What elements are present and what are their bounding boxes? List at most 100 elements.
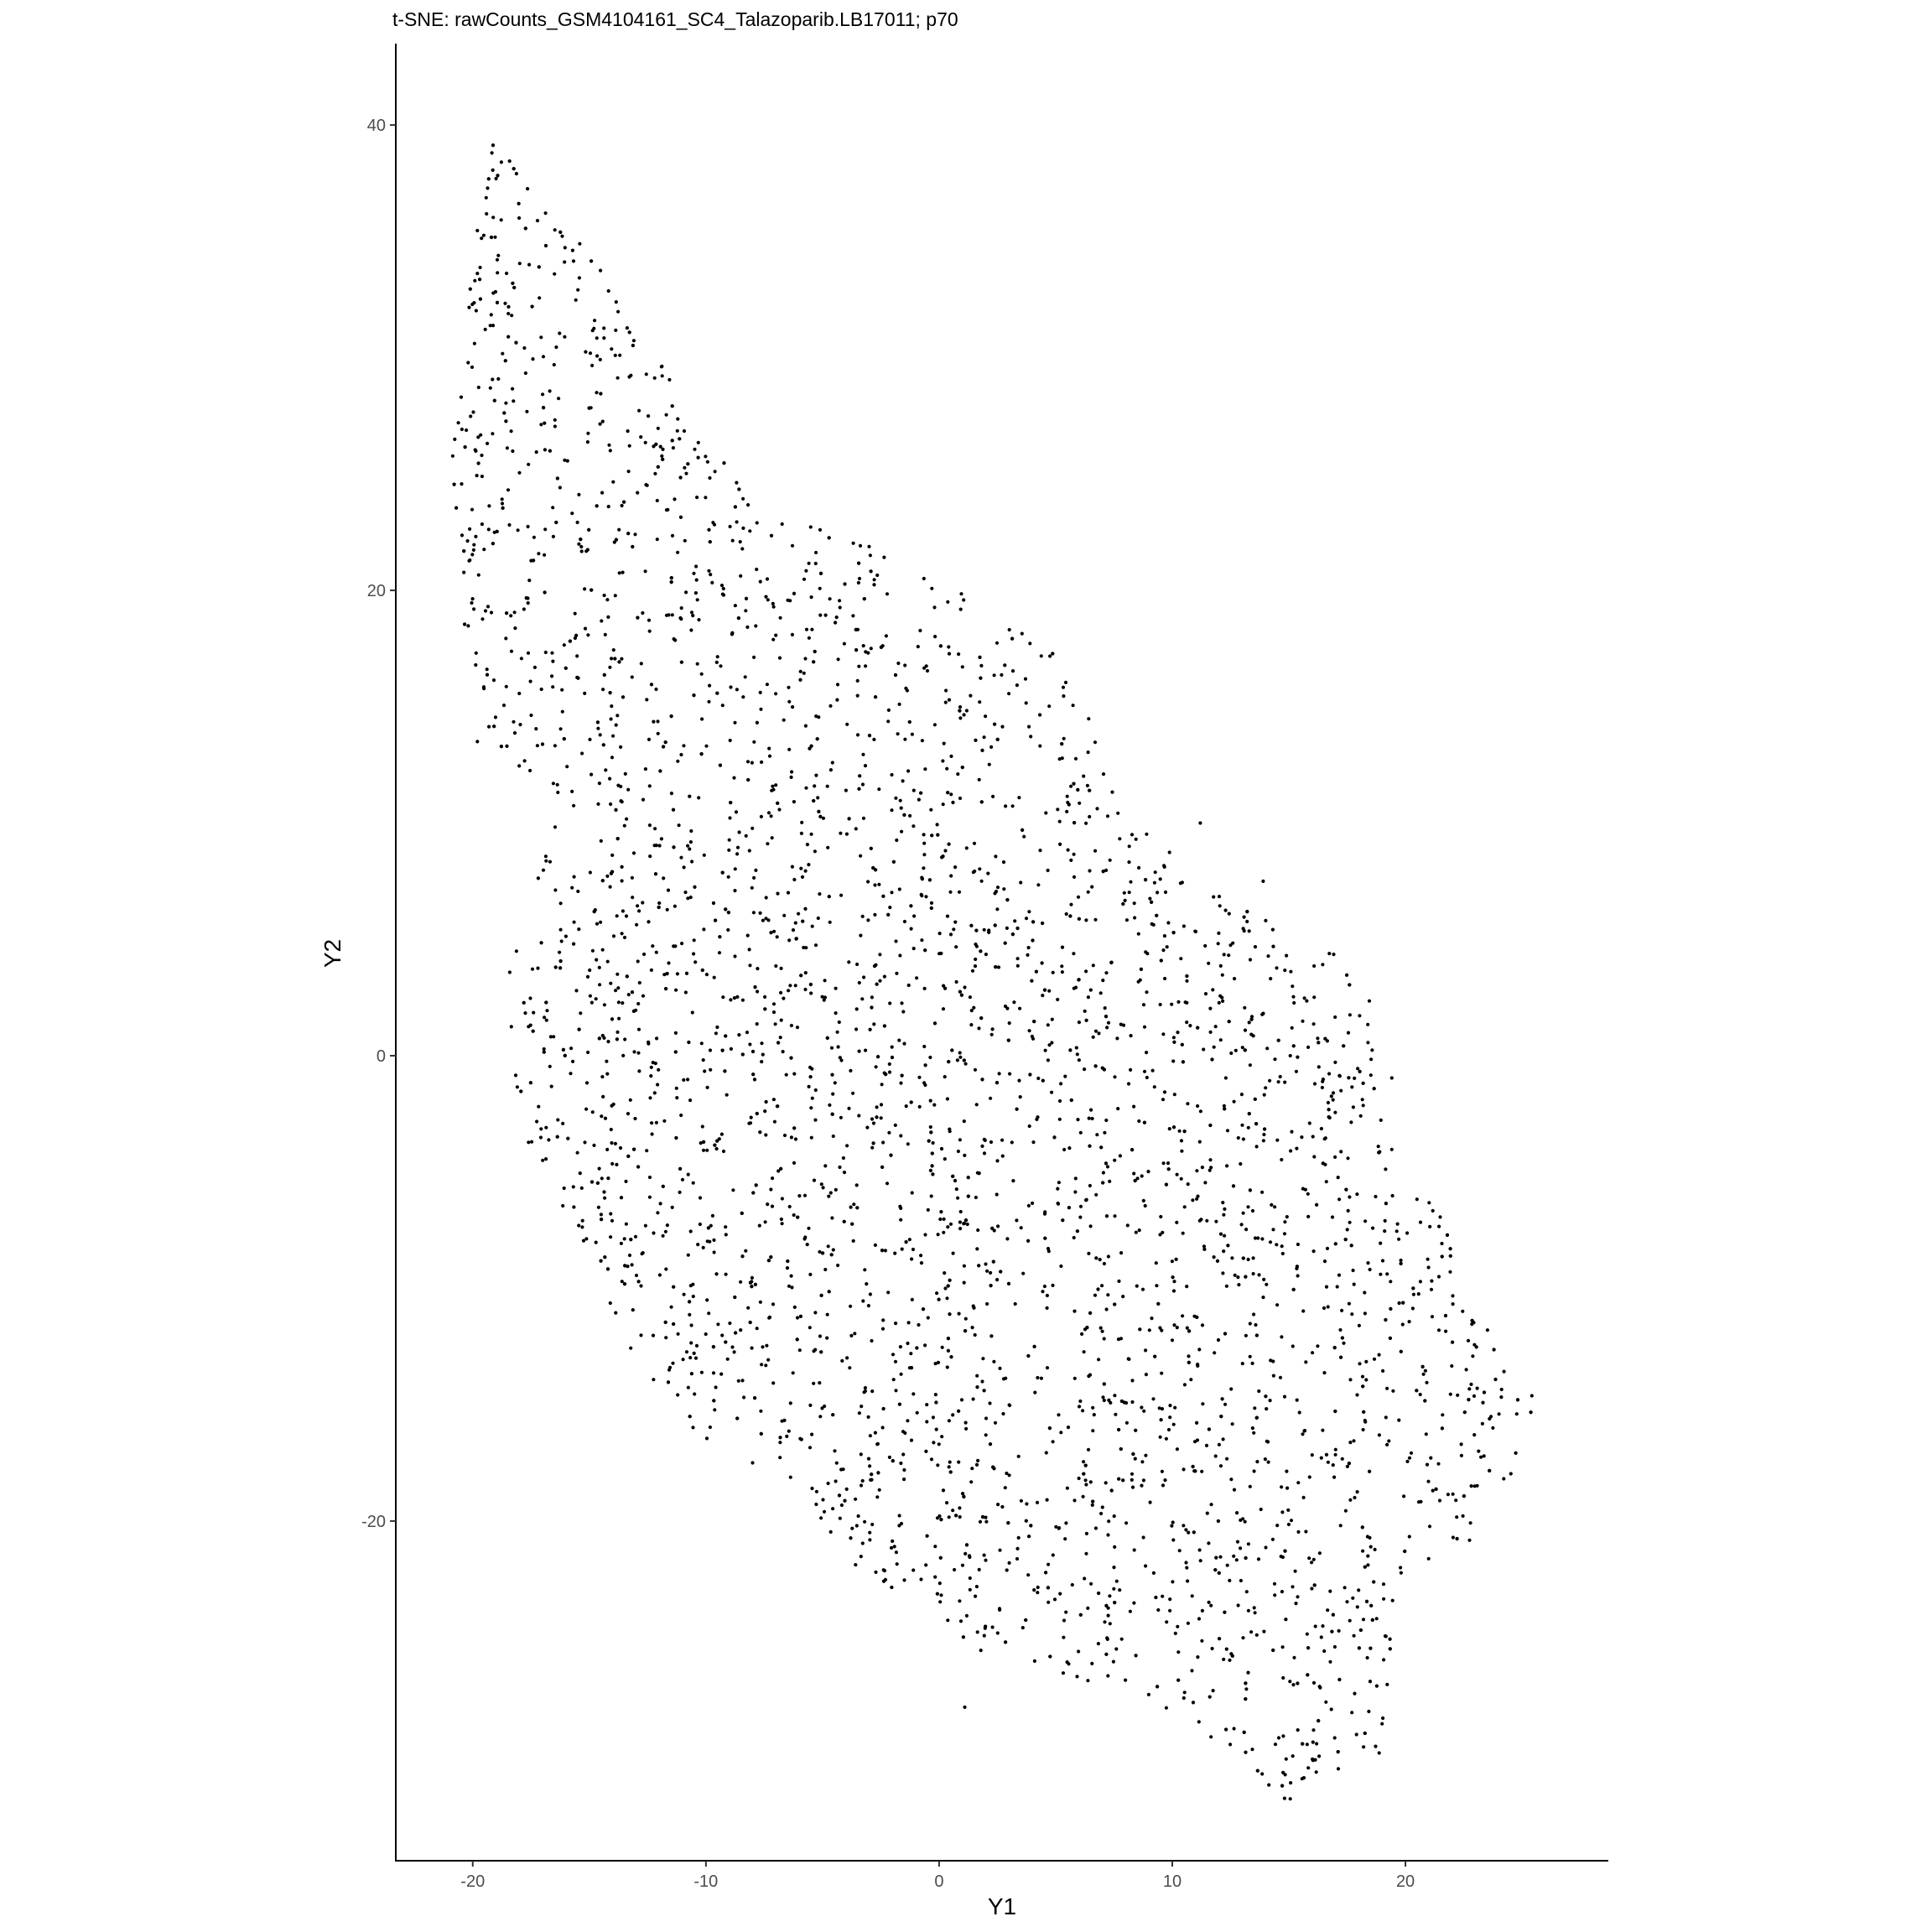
- scatter-point: [929, 1194, 933, 1198]
- scatter-point: [1142, 1025, 1147, 1029]
- scatter-point: [1108, 1179, 1112, 1183]
- scatter-point: [1326, 1100, 1330, 1105]
- scatter-point: [572, 875, 576, 879]
- scatter-point: [857, 1411, 861, 1415]
- scatter-point: [563, 458, 567, 462]
- scatter-point: [1078, 1613, 1083, 1617]
- scatter-point: [1529, 1410, 1533, 1415]
- scatter-point: [1164, 1182, 1168, 1187]
- scatter-point: [1163, 1478, 1167, 1483]
- scatter-point: [886, 912, 891, 917]
- scatter-point: [619, 745, 623, 750]
- scatter-point: [942, 741, 946, 745]
- scatter-point: [771, 601, 775, 606]
- scatter-point: [1244, 1333, 1248, 1337]
- scatter-point: [655, 1036, 659, 1041]
- scatter-point: [869, 1478, 873, 1482]
- scatter-point: [938, 1600, 943, 1604]
- scatter-point: [817, 809, 821, 814]
- scatter-point: [1327, 1072, 1332, 1076]
- scatter-point: [1330, 1215, 1335, 1219]
- scatter-point: [506, 488, 511, 492]
- scatter-point: [974, 1103, 979, 1107]
- scatter-point: [1075, 1675, 1079, 1679]
- scatter-point: [1472, 1433, 1477, 1437]
- scatter-point: [1000, 1138, 1005, 1142]
- scatter-point: [703, 1069, 707, 1073]
- scatter-point: [1162, 934, 1166, 938]
- scatter-point: [1196, 1363, 1200, 1368]
- scatter-point: [658, 769, 662, 773]
- scatter-point: [1321, 1161, 1325, 1166]
- scatter-point: [728, 816, 732, 820]
- scatter-point: [614, 300, 618, 304]
- scatter-point: [1228, 1578, 1232, 1582]
- scatter-point: [577, 542, 581, 546]
- scatter-point: [597, 782, 602, 786]
- scatter-point: [456, 421, 460, 425]
- scatter-point: [1240, 1123, 1244, 1127]
- scatter-point: [1098, 1326, 1103, 1330]
- scatter-point: [465, 539, 470, 543]
- scatter-point: [1296, 1274, 1300, 1278]
- scatter-point: [857, 561, 861, 565]
- scatter-point: [535, 744, 540, 748]
- scatter-point: [823, 995, 828, 1000]
- scatter-point: [1253, 1406, 1257, 1410]
- scatter-point: [649, 683, 654, 687]
- scatter-point: [654, 1120, 659, 1124]
- scatter-point: [675, 428, 679, 433]
- scatter-point: [808, 982, 813, 987]
- scatter-point: [721, 586, 725, 591]
- scatter-point: [1249, 1630, 1254, 1634]
- scatter-point: [1339, 1355, 1343, 1359]
- scatter-point: [548, 1064, 552, 1068]
- scatter-point: [730, 1345, 735, 1349]
- scatter-point: [1502, 1369, 1506, 1374]
- scatter-point: [1168, 1597, 1172, 1602]
- scatter-point: [1072, 1235, 1076, 1240]
- scatter-point: [579, 538, 583, 542]
- scatter-point: [1105, 1636, 1109, 1640]
- scatter-point: [1451, 1294, 1455, 1298]
- scatter-point: [636, 1280, 641, 1284]
- scatter-point: [1088, 869, 1092, 873]
- scatter-point: [1187, 1354, 1191, 1358]
- scatter-point: [893, 1123, 897, 1127]
- scatter-point: [1213, 1568, 1218, 1572]
- scatter-point: [947, 1419, 951, 1423]
- scatter-point: [1339, 1150, 1343, 1154]
- scatter-point: [747, 1121, 751, 1125]
- scatter-point: [1348, 1498, 1353, 1502]
- scatter-point: [631, 851, 636, 855]
- scatter-point: [682, 428, 687, 434]
- scatter-point: [669, 580, 673, 584]
- scatter-point: [654, 442, 658, 446]
- scatter-point: [1280, 1645, 1285, 1649]
- scatter-point: [713, 470, 717, 474]
- scatter-point: [617, 571, 621, 575]
- scatter-point: [1156, 891, 1160, 895]
- scatter-point: [511, 387, 515, 391]
- scatter-point: [825, 1036, 829, 1040]
- scatter-point: [803, 971, 808, 975]
- scatter-point: [1137, 865, 1141, 870]
- scatter-point: [1502, 1477, 1506, 1481]
- scatter-point: [641, 994, 646, 998]
- scatter-point: [471, 548, 476, 553]
- scatter-point: [1360, 1098, 1364, 1102]
- scatter-point: [1276, 1080, 1280, 1084]
- scatter-point: [1319, 1126, 1323, 1131]
- scatter-point: [1261, 1296, 1265, 1300]
- scatter-point: [657, 901, 662, 906]
- scatter-point: [877, 882, 881, 886]
- scatter-point: [755, 720, 760, 724]
- scatter-point: [993, 1420, 998, 1425]
- scatter-point: [1248, 1188, 1252, 1192]
- scatter-point: [1273, 1742, 1278, 1747]
- scatter-point: [868, 1538, 872, 1542]
- scatter-point: [906, 983, 911, 988]
- scatter-point: [681, 1358, 685, 1362]
- scatter-point: [1226, 1244, 1230, 1248]
- scatter-point: [813, 561, 818, 566]
